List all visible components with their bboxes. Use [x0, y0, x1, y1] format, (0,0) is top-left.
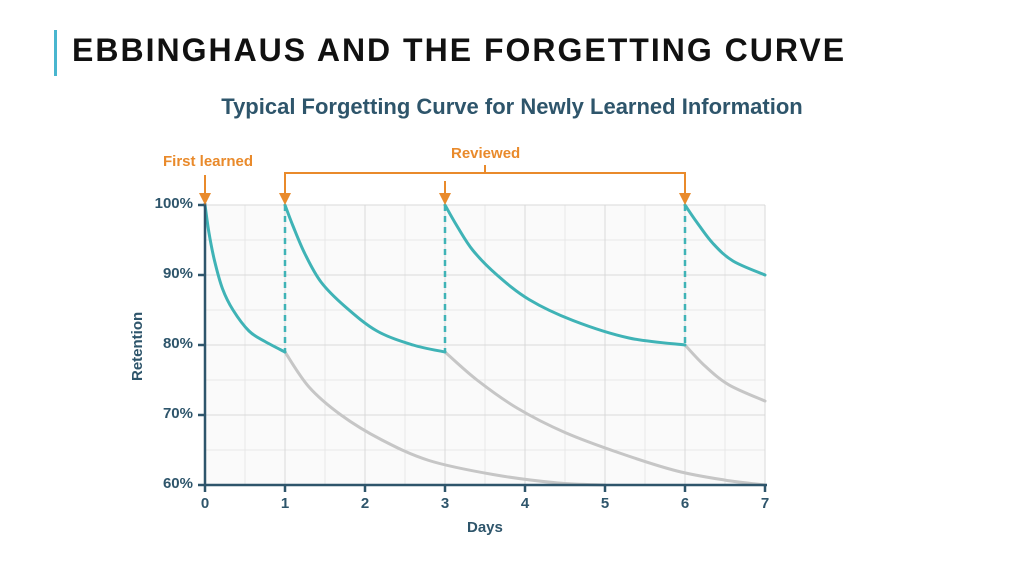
x-tick-label: 5: [595, 495, 615, 512]
y-tick-label: 60%: [147, 475, 193, 492]
x-tick-label: 7: [755, 495, 775, 512]
first-learned-label: First learned: [163, 153, 253, 170]
y-tick-label: 70%: [147, 405, 193, 422]
reviewed-label: Reviewed: [451, 145, 520, 162]
x-axis-label: Days: [467, 519, 503, 536]
y-axis-label: Retention: [129, 312, 146, 381]
x-tick-label: 4: [515, 495, 535, 512]
x-tick-label: 3: [435, 495, 455, 512]
x-tick-label: 6: [675, 495, 695, 512]
reviewed-bracket: [285, 173, 685, 181]
y-tick-label: 100%: [147, 195, 193, 212]
y-tick-label: 90%: [147, 265, 193, 282]
x-tick-label: 1: [275, 495, 295, 512]
x-tick-label: 0: [195, 495, 215, 512]
y-tick-label: 80%: [147, 335, 193, 352]
x-tick-label: 2: [355, 495, 375, 512]
